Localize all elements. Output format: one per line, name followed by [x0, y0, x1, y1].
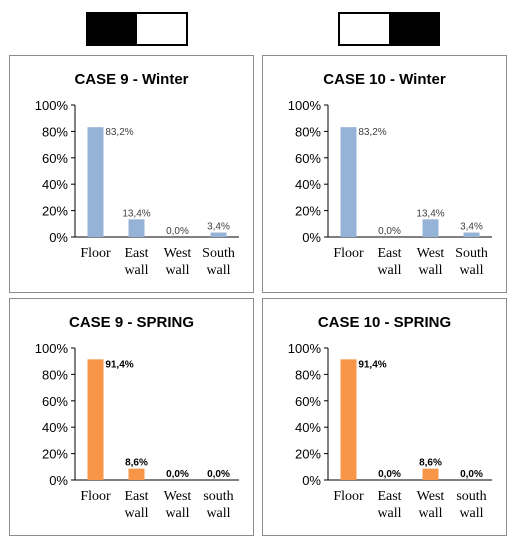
y-tick-label: 80%	[42, 367, 68, 382]
x-category-label: East	[377, 246, 401, 261]
swatch-cell-right	[389, 14, 438, 44]
data-label: 0,0%	[166, 226, 189, 237]
x-category-label: South	[455, 246, 488, 261]
bar	[422, 219, 439, 237]
y-tick-label: 60%	[295, 394, 321, 409]
data-label: 13,4%	[416, 208, 444, 219]
data-label: 91,4%	[105, 359, 133, 370]
data-label: 83,2%	[358, 127, 386, 138]
y-tick-label: 20%	[295, 204, 321, 219]
bar	[87, 359, 104, 480]
chart-title: CASE 10 - Winter	[323, 71, 446, 88]
swatch-cell-left	[88, 14, 137, 44]
bar	[210, 232, 227, 237]
chart-title: CASE 9 - Winter	[74, 71, 188, 88]
x-category-label: West	[164, 246, 192, 261]
x-category-label: West	[417, 246, 445, 261]
chart-panel-case-9-spring: CASE 9 - SPRING 0% 20% 40% 60% 80% 100% 91,4% Fl…	[9, 298, 254, 536]
y-tick-label: 0%	[49, 230, 68, 245]
data-label: 8,6%	[419, 458, 442, 469]
chart-svg: CASE 9 - SPRING 0% 20% 40% 60% 80% 100% 91,4% Fl…	[35, 314, 239, 521]
y-tick-label: 40%	[295, 177, 321, 192]
x-category-label: wall	[377, 263, 401, 278]
swatch-cell-left	[340, 14, 389, 44]
y-tick-label: 100%	[35, 98, 69, 113]
chart-panel-case-9-winter: CASE 9 - Winter 0% 20% 40% 60% 80% 100% 83,2% Fl…	[9, 55, 254, 293]
data-label: 83,2%	[105, 127, 133, 138]
y-tick-label: 80%	[295, 367, 321, 382]
data-label: 0,0%	[207, 469, 230, 480]
bar	[128, 219, 145, 237]
bar	[463, 232, 480, 237]
x-category-label: Floor	[333, 246, 364, 261]
y-tick-label: 100%	[288, 98, 322, 113]
chart-svg: CASE 9 - Winter 0% 20% 40% 60% 80% 100% 83,2% Fl…	[35, 71, 239, 278]
data-label: 0,0%	[378, 226, 401, 237]
y-tick-label: 100%	[35, 341, 69, 356]
chart-title: CASE 9 - SPRING	[69, 314, 194, 331]
x-category-label: south	[203, 489, 233, 504]
x-category-label: East	[124, 246, 148, 261]
x-category-label: wall	[124, 506, 148, 521]
y-tick-label: 80%	[295, 124, 321, 139]
x-category-label: wall	[165, 263, 189, 278]
data-label: 91,4%	[358, 359, 386, 370]
y-tick-label: 0%	[302, 230, 321, 245]
y-tick-label: 20%	[42, 204, 68, 219]
bar	[87, 127, 104, 237]
orientation-swatch-case-10	[338, 12, 440, 46]
y-tick-label: 0%	[49, 473, 68, 488]
x-category-label: wall	[418, 263, 442, 278]
data-label: 0,0%	[378, 469, 401, 480]
x-category-label: south	[456, 489, 486, 504]
y-tick-label: 60%	[295, 151, 321, 166]
chart-svg: CASE 10 - Winter 0% 20% 40% 60% 80% 100% 83,2% F…	[288, 71, 492, 278]
chart-title: CASE 10 - SPRING	[318, 314, 451, 331]
x-category-label: West	[164, 489, 192, 504]
x-category-label: wall	[377, 506, 401, 521]
x-category-label: Floor	[80, 246, 111, 261]
y-tick-label: 40%	[42, 420, 68, 435]
x-category-label: Floor	[80, 489, 111, 504]
bar	[340, 359, 357, 480]
x-category-label: wall	[206, 506, 230, 521]
x-category-label: wall	[124, 263, 148, 278]
x-category-label: South	[202, 246, 235, 261]
data-label: 3,4%	[207, 222, 230, 233]
y-tick-label: 80%	[42, 124, 68, 139]
y-tick-label: 20%	[42, 447, 68, 462]
y-tick-label: 40%	[42, 177, 68, 192]
x-category-label: wall	[459, 506, 483, 521]
bar	[422, 468, 439, 480]
data-label: 8,6%	[125, 458, 148, 469]
x-category-label: East	[377, 489, 401, 504]
chart-panel-case-10-winter: CASE 10 - Winter 0% 20% 40% 60% 80% 100% 83,2% F…	[262, 55, 507, 293]
y-tick-label: 60%	[42, 151, 68, 166]
x-category-label: wall	[459, 263, 483, 278]
data-label: 13,4%	[122, 208, 150, 219]
data-label: 0,0%	[166, 469, 189, 480]
bar	[128, 468, 145, 480]
y-tick-label: 60%	[42, 394, 68, 409]
x-category-label: East	[124, 489, 148, 504]
x-category-label: wall	[206, 263, 230, 278]
x-category-label: wall	[418, 506, 442, 521]
data-label: 0,0%	[460, 469, 483, 480]
y-tick-label: 0%	[302, 473, 321, 488]
x-category-label: West	[417, 489, 445, 504]
x-category-label: wall	[165, 506, 189, 521]
x-category-label: Floor	[333, 489, 364, 504]
chart-panel-case-10-spring: CASE 10 - SPRING 0% 20% 40% 60% 80% 100% 91,4% F…	[262, 298, 507, 536]
swatch-cell-right	[137, 14, 186, 44]
bar	[340, 127, 357, 237]
y-tick-label: 20%	[295, 447, 321, 462]
y-tick-label: 40%	[295, 420, 321, 435]
y-tick-label: 100%	[288, 341, 322, 356]
data-label: 3,4%	[460, 222, 483, 233]
orientation-swatch-case-9	[86, 12, 188, 46]
chart-svg: CASE 10 - SPRING 0% 20% 40% 60% 80% 100% 91,4% F…	[288, 314, 492, 521]
